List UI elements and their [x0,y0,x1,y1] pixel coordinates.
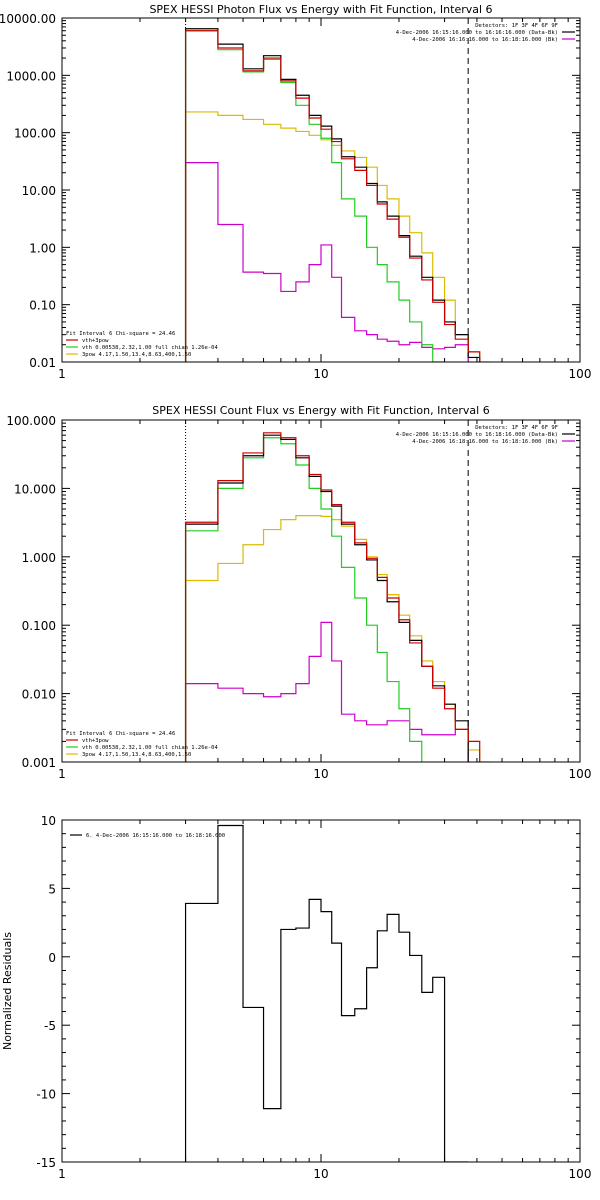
series-line-3pow [184,515,491,762]
legend-bottomleft-text: vth+3pow [82,738,109,744]
y-tick-label: 0.01 [29,356,56,370]
y-tick-label: 10.00 [22,184,56,198]
y-tick-label: -5 [44,1019,56,1033]
x-tick-label: 100 [569,367,592,381]
legend-topright-text: Detectors: 1F 3F 4F 6F 9F [475,425,558,431]
legend-topleft-text: 6. 4-Dec-2006 16:15:16.000 to 16:18:16.0… [86,833,225,839]
legend-bottomleft-text: vth+3pow [82,338,109,344]
y-axis-label: Normalized Residuals [1,932,14,1050]
x-tick-label: 10 [313,767,328,781]
plot-frame [61,17,581,363]
x-tick-label: 100 [569,767,592,781]
series-line-vth [184,30,445,362]
y-tick-label: 0.010 [22,688,56,702]
legend-bottomleft-text: vth 0.00538,2.32,1.00 full chian 1.26e-0… [82,745,218,751]
series-line-vth-3pow [184,30,481,362]
y-tick-label: 0.100 [22,619,56,633]
legend-topright-text: Detectors: 1F 3F 4F 6F 9F [475,23,558,29]
y-tick-label: 10 [41,814,56,828]
y-tick-label: 10.000 [14,482,56,496]
y-tick-label: 0.10 [29,299,56,313]
series-line-data-bk [184,28,481,362]
chart-title: SPEX HESSI Count Flux vs Energy with Fit… [152,404,489,417]
y-tick-label: 10000.00 [0,12,56,26]
series-line-vth [184,437,423,762]
y-tick-label: -15 [36,1156,56,1170]
y-tick-label: -10 [36,1088,56,1102]
y-tick-label: 1.00 [29,241,56,255]
series-line-bk [184,162,469,362]
y-tick-label: 5 [48,882,56,896]
series-line-vth-3pow [184,432,481,762]
plot-frame [61,419,581,763]
plot-frame [61,819,581,1163]
chart-title: SPEX HESSI Photon Flux vs Energy with Fi… [149,3,492,16]
legend-bottomleft-text: 3pow 4.17,1.50,13.4,8.63,400,1.50 [82,752,191,758]
series-line-data-bk [184,434,469,762]
legend-topright-text: 4-Dec-2006 16:16:16.000 to 16:18:16.000 … [412,37,558,43]
legend-bottomleft-text: 3pow 4.17,1.50,13.4,8.63,400,1.50 [82,352,191,358]
x-tick-label: 1 [58,767,66,781]
y-tick-label: 1.000 [22,551,56,565]
x-tick-label: 1 [58,1167,66,1181]
x-tick-label: 1 [58,367,66,381]
series-line-3pow [184,111,491,362]
y-tick-label: 100.00 [14,127,56,141]
y-tick-label: 1000.00 [6,69,56,83]
y-tick-label: 0.001 [22,756,56,770]
legend-topright-text: 4-Dec-2006 16:15:16.000 to 16:16:16.000 … [396,30,558,36]
legend-topright-text: 4-Dec-2006 16:15:16.000 to 16:18:16.000 … [396,432,558,438]
chart-panel-1: SPEX HESSI Photon Flux vs Energy with Fi… [0,3,591,381]
series-line-6-4-dec-2006-16-15-16-000-to-16-18-16-000 [184,824,469,1162]
x-tick-label: 10 [313,1167,328,1181]
x-tick-label: 100 [569,1167,592,1181]
y-tick-label: 0 [48,951,56,965]
chart-panel-3: Normalized Residuals 1 10 100 10 5 0 -5 -10 -15 6.… [1,814,591,1181]
y-tick-label: 100.000 [6,414,56,428]
chart-panel-2: SPEX HESSI Count Flux vs Energy with Fit… [6,404,591,781]
legend-bottomleft-text: Fit Interval 6 Chi-square = 24.46 [66,331,175,337]
x-tick-label: 10 [313,367,328,381]
legend-topright-text: 4-Dec-2006 16:18:16.000 to 16:18:16.000 … [412,439,558,445]
legend-bottomleft-text: vth 0.00538,2.32,1.00 full chian 1.26e-0… [82,345,218,351]
legend-bottomleft-text: Fit Interval 6 Chi-square = 24.46 [66,731,175,737]
series-line-bk [184,621,469,762]
